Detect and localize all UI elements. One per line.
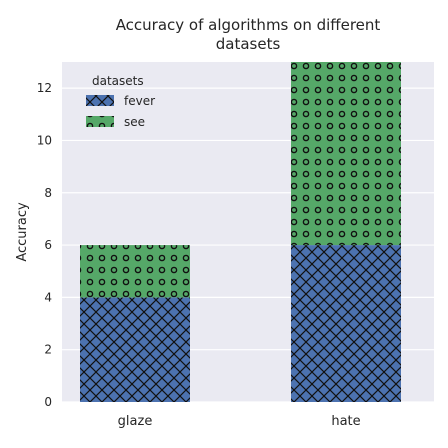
bar-fever-hate	[291, 245, 401, 402]
chart-title-line-1: Accuracy of algorithms on different	[116, 16, 381, 34]
legend-title: datasets	[92, 74, 144, 88]
legend: datasets fever see	[86, 74, 155, 129]
x-tick-label: hate	[331, 414, 360, 429]
bars	[80, 62, 401, 402]
chart-title-line-2: datasets	[216, 35, 281, 53]
bar-see-glaze	[80, 245, 190, 298]
y-axis-label: Accuracy	[15, 202, 30, 262]
y-tick-label: 6	[44, 238, 52, 252]
bar-see-hate	[291, 62, 401, 246]
bar-fever-glaze	[80, 297, 190, 402]
y-tick-label: 10	[37, 133, 52, 147]
legend-label: see	[124, 115, 145, 129]
y-tick-label: 4	[44, 290, 52, 304]
x-tick-labels: glaze hate	[118, 414, 361, 429]
y-tick-label: 8	[44, 186, 52, 200]
y-tick-label: 0	[44, 395, 52, 409]
y-tick-labels: 0 2 4 6 8 10 12	[37, 81, 52, 409]
legend-swatch-see	[86, 116, 114, 127]
legend-swatch-fever	[86, 95, 114, 106]
x-tick-label: glaze	[118, 414, 153, 429]
legend-label: fever	[124, 94, 155, 108]
y-tick-label: 2	[44, 343, 52, 357]
y-tick-label: 12	[37, 81, 52, 95]
